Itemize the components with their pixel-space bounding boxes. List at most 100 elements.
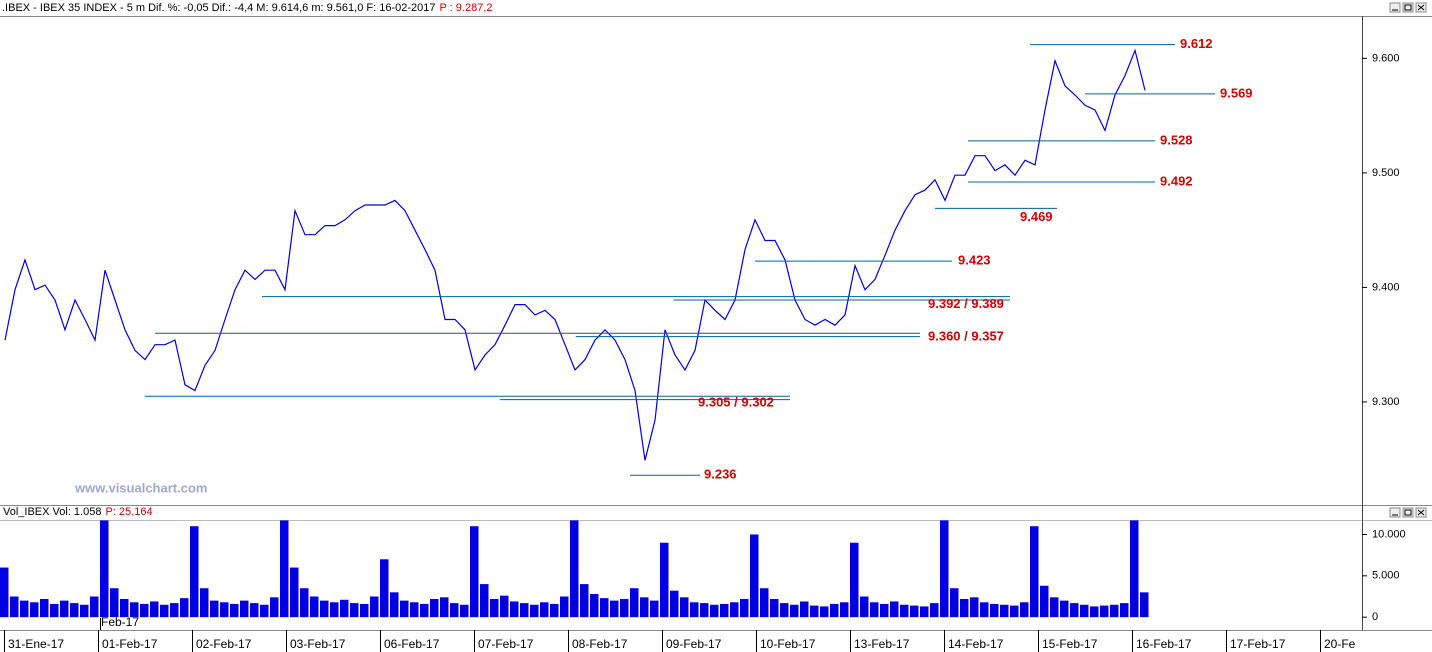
x-tick-label: 15-Feb-17: [1042, 637, 1098, 651]
y-tick-label: 9.500: [1372, 167, 1400, 179]
icon: [1404, 509, 1412, 516]
volume-bar: [850, 542, 859, 618]
volume-bar: [480, 584, 489, 618]
volume-bar: [740, 598, 749, 618]
volume-bar: [140, 603, 149, 618]
volume-bar: [20, 600, 29, 618]
volume-bar: [750, 534, 759, 618]
volume-bar: [1110, 604, 1119, 618]
volume-bar: [250, 603, 259, 618]
x-tick-label: 01-Feb-17: [102, 637, 158, 651]
volume-bar: [400, 600, 409, 618]
volume-bar: [380, 559, 389, 618]
volume-bar: [160, 604, 169, 618]
volume-bar: [360, 603, 369, 618]
volume-bar: [60, 600, 69, 618]
volume-bar: [80, 604, 89, 618]
volume-bar: [1140, 592, 1149, 618]
x-tick-label: 13-Feb-17: [854, 637, 910, 651]
volume-bar: [550, 603, 559, 618]
volume-bar: [1060, 600, 1069, 618]
volume-title: Vol_IBEX Vol: 1.058: [3, 506, 101, 518]
volume-bar: [580, 584, 589, 618]
maximize-button[interactable]: [1402, 2, 1414, 13]
level-label: 9.305 / 9.302: [698, 395, 774, 410]
volume-bar: [980, 602, 989, 618]
volume-bar: [770, 598, 779, 618]
minimize-button[interactable]: [1389, 2, 1401, 13]
volume-bar: [610, 600, 619, 618]
volume-bar: [700, 603, 709, 618]
volume-bar: [1070, 603, 1079, 618]
volume-bar: [430, 598, 439, 618]
volume-bar: [530, 604, 539, 618]
y-tick-label: 9.300: [1372, 396, 1400, 408]
volume-bar: [660, 542, 669, 618]
volume-bar: [370, 596, 379, 618]
volume-bar: [320, 600, 329, 618]
volume-bar: [820, 606, 829, 618]
volume-bar: [460, 604, 469, 618]
volume-bar: [340, 599, 349, 618]
volume-bar: [1100, 605, 1109, 618]
minimize-button[interactable]: [1389, 507, 1401, 518]
volume-bar: [470, 526, 479, 618]
level-label: 9.612: [1180, 36, 1213, 51]
volume-bar: [800, 601, 809, 618]
volume-bar: [0, 567, 9, 618]
volume-bar: [180, 598, 189, 618]
volume-bar: [1120, 603, 1129, 618]
volume-bar: [1030, 526, 1039, 618]
volume-bar: [290, 567, 299, 618]
volume-bar: [1090, 606, 1099, 618]
price-line: [4, 48, 1146, 461]
x-tick-label: 31-Ene-17: [8, 637, 64, 651]
volume-bar: [940, 520, 949, 618]
header-price: P : 9.287,2: [439, 2, 492, 14]
volume-bar: [130, 602, 139, 618]
volume-bar: [520, 603, 529, 618]
volume-bar: [960, 598, 969, 618]
volume-bar: [330, 602, 339, 618]
y-tick-label: 9.400: [1372, 281, 1400, 293]
window-buttons[interactable]: [1389, 2, 1427, 518]
volume-bar: [570, 520, 579, 618]
icon: [1404, 4, 1412, 11]
volume-bar: [40, 598, 49, 618]
maximize-button[interactable]: [1402, 507, 1414, 518]
level-label: 9.423: [958, 253, 991, 268]
volume-bar: [100, 520, 109, 618]
volume-bar: [170, 603, 179, 618]
y-tick-label: 0: [1372, 611, 1378, 623]
volume-bar: [390, 592, 399, 618]
volume-bar: [50, 603, 59, 618]
volume-bar: [720, 603, 729, 618]
volume-bar: [840, 602, 849, 618]
header-text: .IBEX - IBEX 35 INDEX - 5 m Dif. %: -0,0…: [2, 2, 435, 14]
volume-bar: [440, 597, 449, 618]
volume-bar: [30, 602, 39, 618]
volume-bar: [230, 603, 239, 618]
volume-bar: [540, 602, 549, 618]
level-label: 9.528: [1160, 132, 1193, 147]
volume-bar: [350, 603, 359, 618]
level-label: 9.360 / 9.357: [928, 329, 1004, 344]
volume-bar: [680, 597, 689, 618]
volume-bar: [270, 597, 279, 618]
volume-bar: [90, 596, 99, 618]
volume-bar: [150, 601, 159, 618]
volume-bar: [210, 600, 219, 618]
volume-bar: [200, 588, 209, 618]
volume-bar: [220, 602, 229, 618]
y-tick-label: 5.000: [1372, 570, 1400, 582]
volume-bar: [240, 600, 249, 618]
x-tick-label: 16-Feb-17: [1136, 637, 1192, 651]
volume-bar: [950, 588, 959, 618]
volume-bar: [910, 605, 919, 618]
volume-bar: [500, 595, 509, 618]
volume-bar: [410, 602, 419, 618]
volume-bar: [510, 601, 519, 618]
x-tick-label: 08-Feb-17: [572, 637, 628, 651]
